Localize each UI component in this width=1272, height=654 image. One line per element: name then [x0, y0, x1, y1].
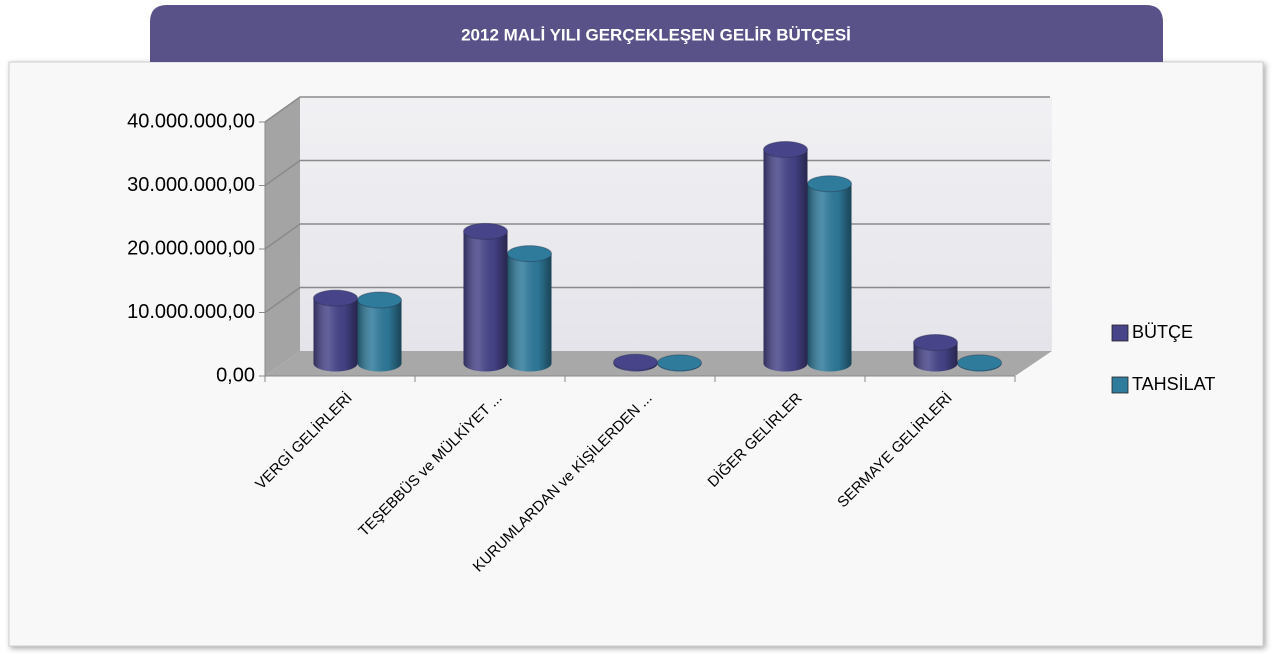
grid-line [264, 96, 1050, 123]
y-tick-label: 20.000.000,00 [127, 237, 255, 259]
bar-shade [357, 300, 402, 372]
bar-shade [807, 183, 852, 372]
bar-cap [507, 245, 552, 263]
bar-shade [913, 342, 958, 372]
bar-cap [913, 334, 958, 352]
bar-shade [763, 149, 808, 372]
y-tick-label: 40.000.000,00 [127, 110, 255, 132]
legend-label: BÜTÇE [1132, 322, 1193, 342]
y-tick-label: 10.000.000,00 [127, 301, 255, 323]
bar-cap [463, 222, 508, 240]
bar-cap [657, 354, 702, 372]
legend-swatch [1111, 376, 1129, 394]
y-tick-label: 30.000.000,00 [127, 174, 255, 196]
bar-cap [613, 353, 658, 371]
bar-cap [313, 289, 358, 307]
bar-shade [463, 231, 508, 372]
legend-swatch [1111, 324, 1129, 342]
chart-title: 2012 MALİ YILI GERÇEKLEŞEN GELİR BÜTÇESİ [461, 25, 851, 44]
bar-shade [313, 298, 358, 372]
title-banner [150, 5, 1163, 62]
legend-label: TAHSİLAT [1132, 374, 1215, 394]
bar-cap [763, 141, 808, 159]
bar-shade [507, 253, 552, 372]
bar-cap [957, 354, 1002, 372]
bar-cap [357, 291, 402, 309]
bar-cap [807, 175, 852, 193]
y-tick-label: 0,00 [216, 364, 255, 386]
